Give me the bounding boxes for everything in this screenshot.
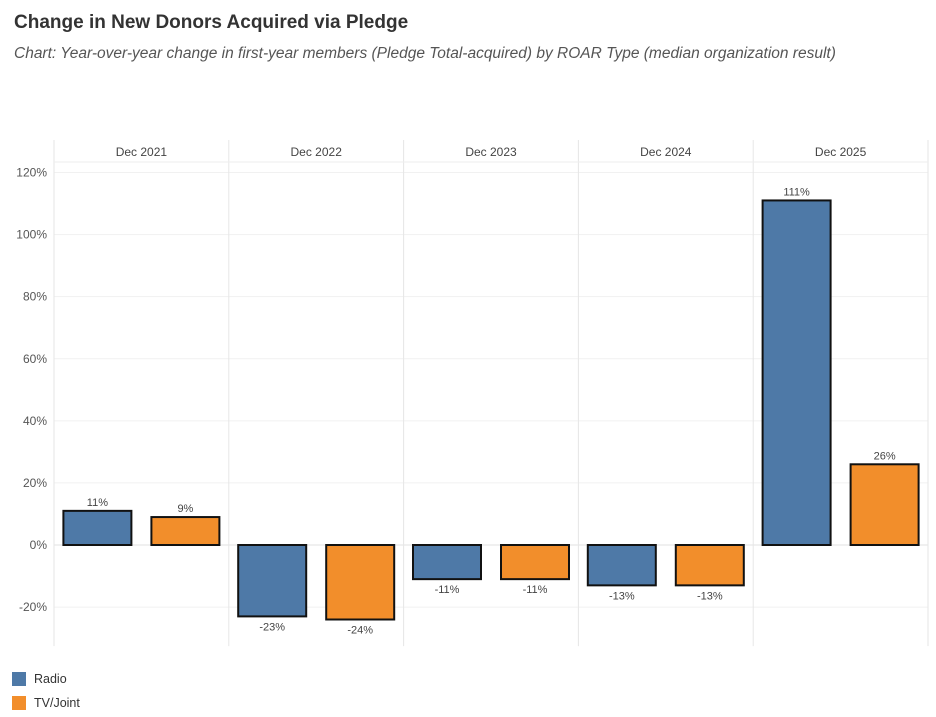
bar-radio xyxy=(586,544,657,587)
legend-swatch-tv-joint xyxy=(12,696,26,710)
data-label: -11% xyxy=(523,584,548,596)
data-label: 9% xyxy=(177,503,193,515)
bar-radio xyxy=(62,509,133,546)
y-tick-label: 120% xyxy=(16,166,47,180)
legend-swatch-radio xyxy=(12,672,26,686)
y-tick-label: 0% xyxy=(30,538,48,552)
chart-subtitle: Chart: Year-over-year change in first-ye… xyxy=(14,45,836,62)
y-tick-label: -20% xyxy=(19,600,47,614)
y-tick-label: 20% xyxy=(23,476,47,490)
bar-radio xyxy=(412,544,482,581)
data-label: -13% xyxy=(609,590,635,602)
category-label: Dec 2025 xyxy=(815,145,867,159)
legend-label-radio: Radio xyxy=(34,672,67,686)
y-tick-label: 80% xyxy=(23,290,47,304)
bar-tv-joint xyxy=(849,463,920,546)
data-label: 111% xyxy=(783,186,810,198)
legend-label-tv-joint: TV/Joint xyxy=(34,696,80,710)
bar-chart: -20% 0% 20% 40% 60% 80% 100% 120% Dec 2021 Dec 20… xyxy=(16,140,929,647)
bar-tv-joint xyxy=(150,516,221,546)
data-label: 26% xyxy=(874,450,896,462)
y-tick-label: 60% xyxy=(23,352,47,366)
data-label: -24% xyxy=(347,625,373,637)
data-label: -23% xyxy=(259,621,285,633)
category-label: Dec 2021 xyxy=(116,145,168,159)
bar-radio xyxy=(761,199,832,546)
category-label: Dec 2023 xyxy=(465,145,517,159)
category-label: Dec 2022 xyxy=(291,145,343,159)
data-label: 11% xyxy=(87,497,108,509)
legend-item-radio[interactable]: Radio xyxy=(12,668,80,690)
bar-radio xyxy=(237,544,308,618)
category-label: Dec 2024 xyxy=(640,145,692,159)
legend-item-tv-joint[interactable]: TV/Joint xyxy=(12,692,80,714)
chart-title: Change in New Donors Acquired via Pledge xyxy=(14,12,409,33)
bar-tv-joint xyxy=(325,544,396,621)
data-label: -13% xyxy=(697,590,723,602)
bar-tv-joint xyxy=(500,544,570,581)
y-tick-label: 40% xyxy=(23,414,47,428)
bar-tv-joint xyxy=(674,544,745,587)
y-tick-label: 100% xyxy=(16,228,47,242)
data-label: -11% xyxy=(435,584,460,596)
legend: Radio TV/Joint xyxy=(12,668,80,716)
